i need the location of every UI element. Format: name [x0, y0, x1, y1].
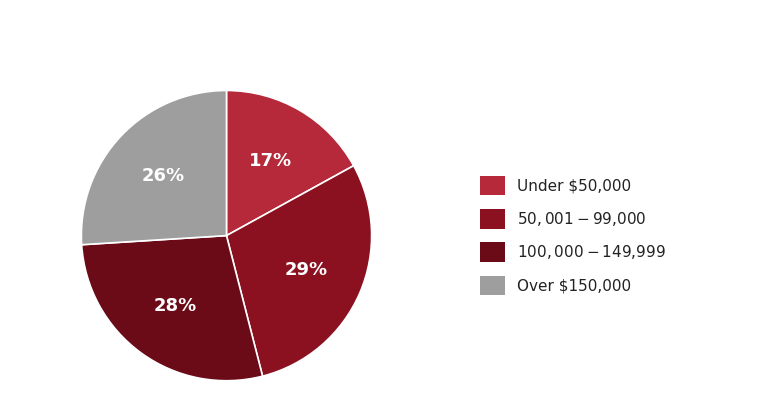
Text: 29%: 29% [285, 261, 328, 279]
Wedge shape [226, 90, 354, 236]
Text: 28%: 28% [154, 297, 197, 315]
Wedge shape [81, 90, 226, 245]
Text: FAMILY INCOME OF ALL IWU STUDENTS WHO FILED A FAFSA: FAMILY INCOME OF ALL IWU STUDENTS WHO FI… [98, 18, 683, 36]
Legend: Under $50,000, $50,001 - $99,000, $100,000 - $149,999, Over $150,000: Under $50,000, $50,001 - $99,000, $100,0… [473, 168, 673, 303]
Wedge shape [82, 236, 262, 381]
Text: 17%: 17% [249, 152, 292, 170]
Wedge shape [226, 166, 372, 376]
Text: 26%: 26% [141, 167, 184, 185]
